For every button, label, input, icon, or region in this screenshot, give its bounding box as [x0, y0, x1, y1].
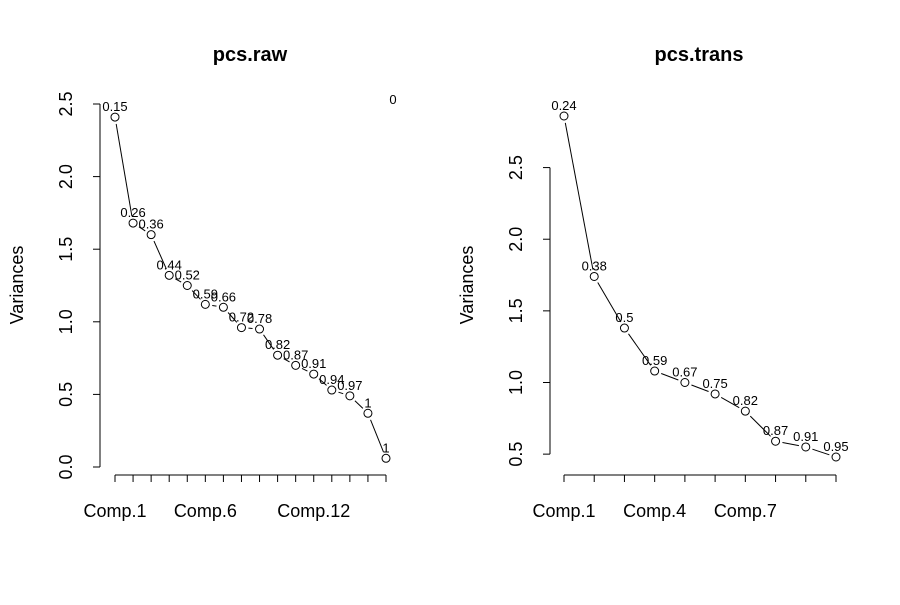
- chart-title: pcs.trans: [655, 44, 744, 66]
- panel-pcs-trans: pcs.trans Variances 0.5 1.0 1.5 2.0 2.5 Comp.…: [457, 44, 849, 521]
- data-point: [832, 453, 840, 461]
- panel-pcs-raw: pcs.raw Variances 0.0 0.5 1.0 1.5 2.0 2.5 Comp…: [7, 44, 397, 521]
- data-point: [772, 437, 780, 445]
- series-line-segment: [355, 401, 363, 409]
- data-point: [651, 367, 659, 375]
- data-point: [681, 378, 689, 386]
- point-label: 1: [364, 395, 371, 410]
- data-point: [310, 370, 318, 378]
- y-tick-label: 1.5: [506, 298, 526, 323]
- data-point: [201, 300, 209, 308]
- data-point: [256, 325, 264, 333]
- data-point: [111, 113, 119, 121]
- data-point: [219, 303, 227, 311]
- y-tick-label: 1.5: [56, 237, 76, 262]
- x-tick-label: Comp.1: [532, 501, 595, 521]
- data-point: [364, 409, 372, 417]
- point-label: 0: [389, 92, 396, 107]
- point-label: 0.24: [551, 98, 576, 113]
- data-point: [560, 112, 568, 120]
- data-point: [129, 219, 137, 227]
- point-label: 0.91: [793, 429, 818, 444]
- y-tick-label: 1.0: [56, 309, 76, 334]
- series-line-segment: [116, 124, 132, 216]
- y-tick-label: 0.5: [506, 442, 526, 467]
- point-label: 0.78: [247, 311, 272, 326]
- data-point: [274, 351, 282, 359]
- data-point: [590, 272, 598, 280]
- point-label: 0.52: [175, 268, 200, 283]
- point-label: 0.82: [733, 393, 758, 408]
- x-tick-label: Comp.6: [174, 501, 237, 521]
- y-axis-label: Variances: [457, 246, 477, 325]
- point-label: 0.36: [138, 217, 163, 232]
- point-label: 1: [382, 440, 389, 455]
- series-line-segment: [212, 305, 216, 306]
- data-point: [711, 390, 719, 398]
- y-tick-label: 2.0: [56, 164, 76, 189]
- data-point: [620, 324, 628, 332]
- x-tick-label: Comp.12: [277, 501, 350, 521]
- point-label: 0.97: [337, 378, 362, 393]
- point-label: 0.66: [211, 289, 236, 304]
- y-tick-label: 2.0: [506, 227, 526, 252]
- data-point: [328, 386, 336, 394]
- point-label: 0.59: [642, 353, 667, 368]
- x-tick-label: Comp.1: [83, 501, 146, 521]
- y-tick-label: 2.5: [56, 91, 76, 116]
- data-point: [802, 443, 810, 451]
- data-point: [382, 454, 390, 462]
- data-point: [237, 324, 245, 332]
- point-label: 0.67: [672, 364, 697, 379]
- data-point: [741, 407, 749, 415]
- point-label: 0.38: [582, 258, 607, 273]
- x-tick-label: Comp.7: [714, 501, 777, 521]
- data-point: [147, 231, 155, 239]
- point-label: 0.95: [823, 439, 848, 454]
- point-label: 0.15: [102, 99, 127, 114]
- point-label: 0.87: [763, 423, 788, 438]
- y-tick-label: 2.5: [506, 155, 526, 180]
- data-point: [292, 361, 300, 369]
- series-line-segment: [565, 123, 593, 270]
- point-label: 0.5: [615, 310, 633, 325]
- point-label: 0.75: [702, 376, 727, 391]
- y-tick-label: 0.5: [56, 382, 76, 407]
- x-tick-label: Comp.4: [623, 501, 686, 521]
- y-tick-label: 1.0: [506, 370, 526, 395]
- data-point: [346, 392, 354, 400]
- chart-title: pcs.raw: [213, 44, 288, 66]
- y-tick-label: 0.0: [56, 454, 76, 479]
- point-label: 0.91: [301, 356, 326, 371]
- data-point: [165, 271, 173, 279]
- y-axis-label: Variances: [7, 246, 27, 325]
- data-point: [183, 282, 191, 290]
